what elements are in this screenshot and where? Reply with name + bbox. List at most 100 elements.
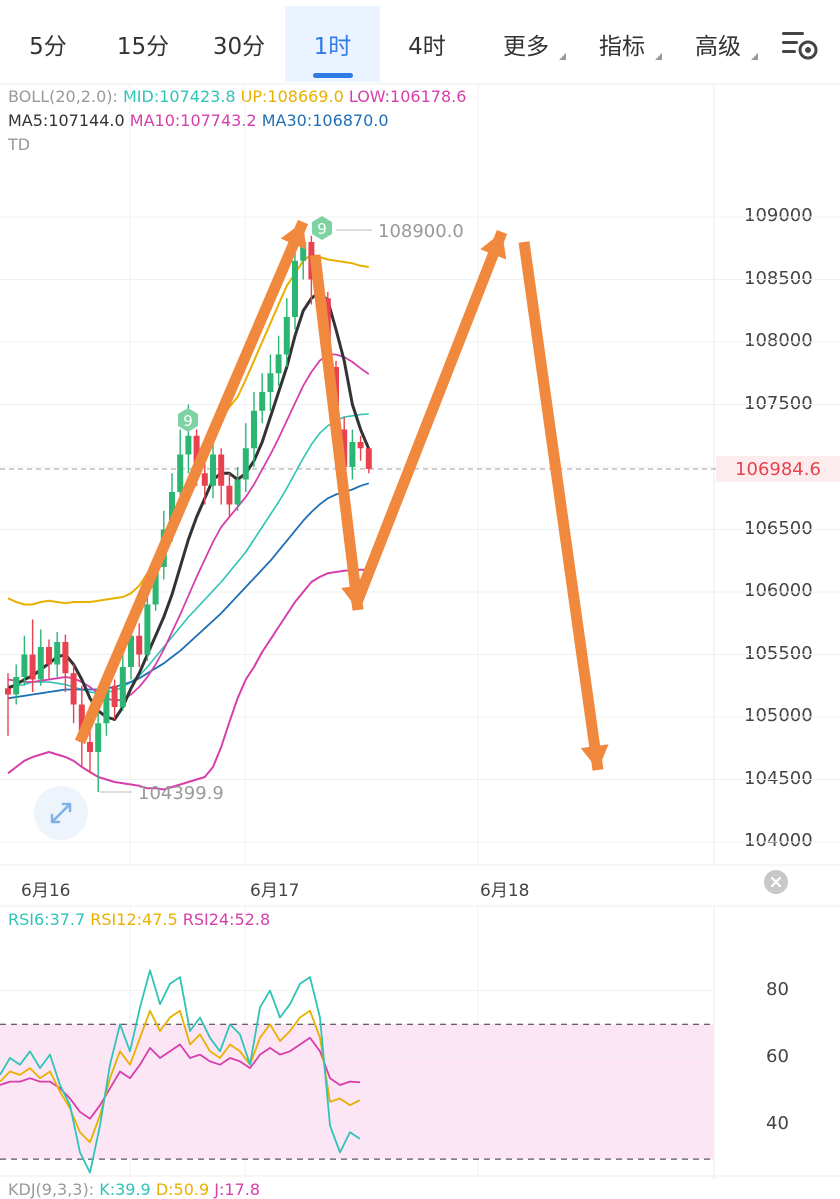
boll-low-value: LOW:106178.6 — [348, 87, 467, 106]
price-axis-tick: 105000 — [744, 705, 813, 726]
ma30-line — [7, 482, 370, 700]
candle-body — [5, 688, 11, 695]
ma-legend: MA5:107144.0 MA10:107743.2 MA30:106870.0 — [8, 111, 389, 130]
price-axis-tick: 104000 — [744, 830, 813, 851]
trend-arrow-up-1-head — [280, 222, 307, 250]
price-axis-tick: 107500 — [744, 392, 813, 414]
candle-body — [193, 435, 200, 474]
tab-more[interactable]: 更多 — [488, 6, 566, 82]
boll-mid-value: MID:107423.8 — [122, 87, 236, 106]
ma5-line — [7, 290, 371, 721]
candle-body — [128, 635, 134, 667]
rsi24-value: RSI24:52.8 — [182, 910, 271, 929]
tab-label: 指标 — [599, 34, 645, 60]
kdj-legend: KDJ(9,3,3): K:39.9 D:50.9 J:17.8 — [8, 1180, 260, 1199]
rsi12-value: RSI12:47.5 — [90, 910, 178, 929]
trend-arrow-down-2-head — [580, 744, 609, 770]
price-axis-tick: 108000 — [744, 330, 813, 351]
candle-body — [251, 410, 257, 449]
candle-body — [349, 442, 356, 467]
td-badge-label: 9 — [317, 220, 327, 238]
candle-body — [119, 667, 126, 707]
candle-body — [275, 354, 282, 374]
candle-body — [267, 373, 274, 392]
boll-up-value: UP:108669.0 — [240, 87, 344, 106]
price-axis-tick: 108500 — [744, 267, 813, 289]
ma30-value: MA30:106870.0 — [261, 111, 389, 130]
date-label: 6月17 — [250, 881, 300, 901]
candle-body — [13, 677, 20, 695]
candle-body — [87, 742, 93, 752]
tab-label: 1时 — [313, 34, 352, 60]
rsi24-line — [0, 1036, 361, 1120]
kdj-name: KDJ(9,3,3): — [8, 1180, 95, 1199]
candle-body — [70, 673, 77, 705]
boll-legend: BOLL(20,2.0): MID:107423.8 UP:108669.0 L… — [8, 87, 466, 106]
td-badge-label: 9 — [183, 412, 193, 430]
expand-arrows-icon[interactable] — [34, 786, 88, 840]
candle-body — [136, 635, 143, 655]
tab-label: 更多 — [503, 34, 549, 60]
active-tab-indicator — [312, 73, 353, 78]
candle-body — [21, 654, 28, 677]
candle-body — [62, 642, 69, 674]
candle-body — [283, 317, 290, 355]
close-circle-icon[interactable] — [764, 870, 788, 894]
candle-body — [177, 454, 184, 492]
candle-body — [152, 567, 159, 605]
candle-body — [234, 479, 241, 505]
boll-low-line — [7, 568, 369, 791]
trend-arrow-down-1 — [309, 254, 364, 611]
dropdown-caret-icon — [655, 53, 662, 60]
trend-arrow-up-2-head — [480, 232, 507, 260]
tab-indicators[interactable]: 指标 — [584, 6, 662, 82]
candle-body — [103, 685, 110, 724]
candle-body — [365, 448, 372, 469]
ma10-line — [7, 353, 370, 702]
kdj-k-value: K:39.9 — [99, 1180, 151, 1199]
candle-body — [300, 242, 307, 261]
tab-1h[interactable]: 1时 — [285, 6, 380, 82]
high-price-label: 108900.0 — [378, 221, 464, 242]
candle-body — [357, 442, 364, 449]
tab-5m[interactable]: 5分 — [8, 6, 88, 82]
td-legend: TD — [8, 135, 31, 154]
tab-30m[interactable]: 30分 — [194, 6, 284, 82]
candle-body — [111, 685, 118, 707]
candle-body — [95, 723, 102, 752]
candle-body — [341, 429, 348, 467]
tab-4h[interactable]: 4时 — [384, 6, 470, 82]
candle-body — [169, 492, 175, 530]
trend-arrow-up-1 — [74, 219, 309, 745]
candle-body — [144, 604, 151, 655]
price-axis-tick: 106500 — [744, 517, 813, 539]
rsi-axis-tick: 40 — [766, 1113, 789, 1135]
tab-label: 30分 — [212, 34, 266, 60]
tab-advanced[interactable]: 高级 — [680, 6, 758, 82]
low-price-label: 104399.9 — [138, 783, 224, 804]
candle-body — [226, 485, 233, 505]
price-axis-tick: 106000 — [744, 580, 813, 601]
chart-settings-icon[interactable] — [778, 26, 822, 66]
trend-arrow-down-2 — [518, 241, 604, 771]
price-axis-tick: 104500 — [744, 767, 813, 789]
tab-label: 高级 — [695, 34, 741, 60]
candle-body — [210, 454, 216, 486]
tab-label: 15分 — [116, 34, 170, 60]
rsi6-value: RSI6:37.7 — [8, 910, 86, 929]
candle-body — [259, 392, 266, 411]
price-axis-tick: 105500 — [744, 642, 813, 664]
candle-body — [37, 647, 44, 680]
timeframe-tabbar: 5分 15分 30分 1时 4时 更多 指标 高级 — [0, 0, 840, 88]
tab-15m[interactable]: 15分 — [98, 6, 188, 82]
price-axis-tick: 109000 — [744, 205, 813, 226]
candle-body — [185, 435, 192, 455]
rsi6-line — [0, 969, 361, 1174]
kdj-j-value: J:17.8 — [214, 1180, 260, 1199]
candle-body — [242, 448, 249, 480]
current-price-label: 106984.6 — [716, 456, 840, 482]
rsi-axis-tick: 80 — [766, 978, 789, 1000]
dropdown-caret-icon — [559, 53, 566, 60]
date-label: 6月16 — [21, 881, 71, 901]
